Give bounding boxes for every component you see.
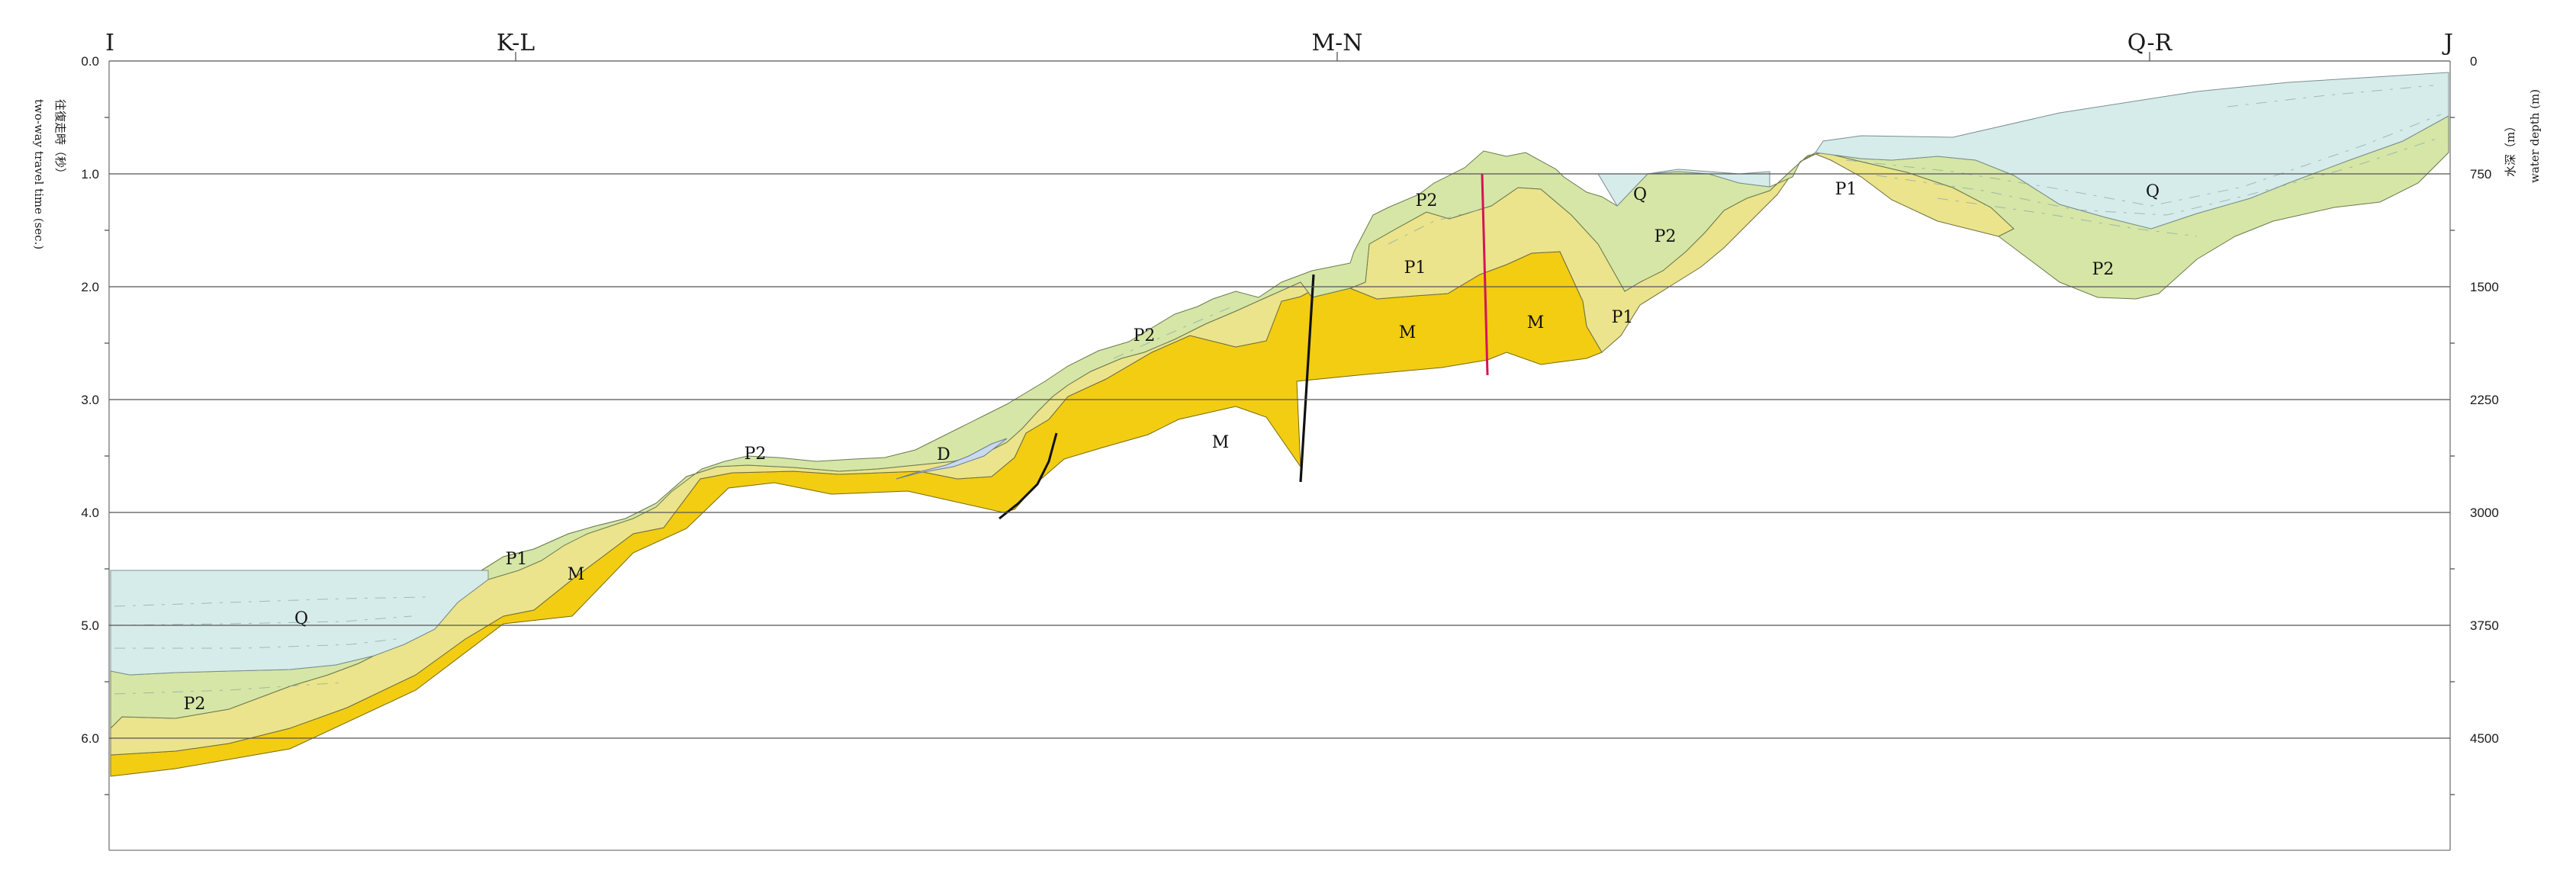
- unit-label-q-right: Q: [2146, 182, 2160, 201]
- unit-label-p2-center-left: P2: [1134, 326, 1156, 345]
- fault-n: [1481, 173, 1489, 376]
- left-axis: 0.0 1.0 2.0 3.0 4.0 5.0 6.0 往復走時（秒） two-…: [32, 54, 99, 746]
- unit-q-body: [110, 72, 2449, 676]
- profile-header: I K-L M-N Q-R J: [105, 30, 2453, 56]
- crossing-label-m-n: M-N: [1311, 30, 1362, 56]
- crossing-label-q-r: Q-R: [2127, 30, 2173, 56]
- unit-q-left: [110, 570, 489, 676]
- endpoint-label-end: J: [2442, 30, 2453, 56]
- unit-label-p2-kl: P2: [744, 445, 767, 464]
- unit-label-p1-center: P1: [1612, 308, 1634, 327]
- right-tick-4: 3000: [2470, 506, 2499, 520]
- unit-label-p2-mn: P2: [1416, 191, 1438, 210]
- right-axis-title-en: water depth (m): [2528, 89, 2542, 183]
- right-tick-0: 0: [2470, 54, 2477, 69]
- unit-label-p1-left: P1: [506, 550, 528, 569]
- left-axis-title-cn: 往復走時（秒）: [53, 99, 67, 179]
- unit-d-body: [896, 438, 1008, 480]
- right-axis: 0 750 1500 2250 3000 3750 4500 水深（m） wat…: [2470, 54, 2542, 746]
- left-tick-3: 3.0: [81, 393, 99, 407]
- crossing-label-k-l: K-L: [497, 30, 535, 56]
- unit-d-patch: [896, 438, 1008, 480]
- reflector-lines: [114, 85, 2442, 695]
- right-axis-title-cn: 水深（m）: [2504, 120, 2517, 177]
- unit-label-p1-right: P1: [1835, 180, 1857, 199]
- left-tick-1: 1.0: [81, 167, 99, 181]
- unit-label-m-left: M: [568, 565, 585, 584]
- right-tick-5: 3750: [2470, 618, 2499, 633]
- unit-label-d: D: [937, 445, 950, 464]
- left-tick-5: 5.0: [81, 618, 99, 633]
- fault-low: [999, 432, 1058, 520]
- unit-label-q-center: Q: [1633, 185, 1647, 204]
- unit-label-m-n: M: [1527, 313, 1545, 332]
- unit-label-p2-center: P2: [1655, 227, 1677, 246]
- unit-label-p2-left: P2: [184, 695, 206, 714]
- right-tick-2: 1500: [2470, 280, 2499, 294]
- unit-q-right: [1815, 72, 2449, 230]
- right-tick-1: 750: [2470, 167, 2491, 181]
- left-axis-title-en: two-way travel time (sec.): [32, 99, 46, 249]
- unit-labels: Q P2 P1 M P2 D M P2 P2 P1 M M Q P2 P1 P1…: [184, 180, 2160, 714]
- chart-frame: [105, 52, 2455, 851]
- fault-m-n: [1299, 274, 1315, 483]
- unit-label-p1-mn: P1: [1404, 259, 1426, 278]
- unit-label-m-mn: M: [1399, 323, 1417, 342]
- faults: [999, 173, 1489, 520]
- right-tick-3: 2250: [2470, 393, 2499, 407]
- left-tick-2: 2.0: [81, 280, 99, 294]
- right-tick-6: 4500: [2470, 731, 2499, 746]
- unit-label-q-left: Q: [294, 609, 308, 628]
- left-tick-4: 4.0: [81, 506, 99, 520]
- left-tick-0: 0.0: [81, 54, 99, 69]
- unit-label-m-center-left: M: [1212, 433, 1230, 452]
- left-tick-6: 6.0: [81, 731, 99, 746]
- unit-label-p2-right: P2: [2092, 260, 2115, 279]
- endpoint-label-start: I: [105, 30, 114, 56]
